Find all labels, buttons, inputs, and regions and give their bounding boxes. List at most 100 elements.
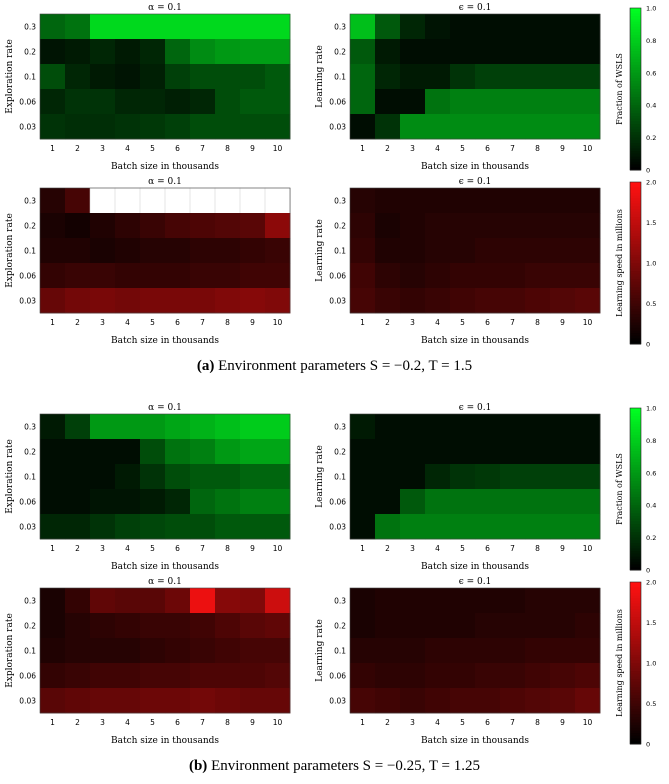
panel-a2-cell — [400, 89, 426, 115]
panel-b3-xtick: 5 — [150, 718, 155, 727]
panel-b3-cell — [140, 613, 166, 639]
colorbar-b2-segment — [630, 448, 641, 452]
panel-b4-cell — [350, 663, 376, 689]
panel-a2-cell — [550, 39, 576, 65]
colorbar-a2-segment — [630, 64, 641, 68]
panel-a4-cell — [575, 263, 601, 289]
colorbar-b2-segment — [630, 510, 641, 514]
panel-a3-xtick: 10 — [273, 318, 283, 327]
panel-a4-xtick: 2 — [385, 318, 390, 327]
colorbar-a2-segment — [630, 78, 641, 82]
colorbar-b4-tick: 0 — [646, 741, 650, 749]
colorbar-b2-segment — [630, 451, 641, 455]
colorbar-b4-segment — [630, 698, 641, 702]
panel-a4-cell — [400, 288, 426, 314]
colorbar-a2-segment — [630, 105, 641, 109]
panel-a1-cell — [115, 14, 141, 40]
panel-a4-ytick: 0.2 — [334, 222, 346, 231]
panel-b4-cell — [400, 588, 426, 614]
panel-b3-cell — [140, 638, 166, 664]
panel-b4-frame — [349, 587, 601, 714]
panel-b3-xtick: 2 — [75, 718, 80, 727]
colorbar-a4-segment — [630, 257, 641, 261]
panel-a4-cell — [525, 188, 551, 214]
colorbar-b2-segment — [630, 480, 641, 485]
panel-a3-cell — [240, 238, 266, 264]
panel-b3-cell — [65, 588, 91, 614]
panel-a1-frame — [39, 13, 291, 140]
panel-b4-xtick: 10 — [583, 718, 593, 727]
panel-b3-cell — [115, 688, 141, 714]
panel-a1-cell — [190, 114, 216, 140]
colorbar-b4-segment — [630, 733, 641, 737]
panel-a2-cell — [550, 14, 576, 40]
colorbar-a2-segment — [630, 164, 641, 168]
panel-b1-cell — [240, 464, 266, 490]
colorbar-b2-segment — [630, 553, 641, 557]
panel-a1-cell — [115, 89, 141, 115]
panel-a1-cell — [140, 14, 166, 40]
panel-a2-cell — [350, 39, 376, 65]
colorbar-a4-segment — [630, 238, 641, 242]
panel-a3-cell — [190, 238, 216, 264]
panel-a2-xtick: 3 — [410, 144, 415, 153]
colorbar-b4-segment — [630, 690, 641, 694]
panel-a4-xtick: 6 — [485, 318, 490, 327]
colorbar-a2-tick: 0.6 — [646, 69, 656, 77]
panel-b4-cell — [475, 588, 501, 614]
panel-a1-cell — [265, 39, 291, 65]
panel-b1-cell — [190, 439, 216, 465]
colorbar-a4-segment — [630, 260, 641, 264]
panel-b2-xtick: 10 — [583, 544, 593, 553]
panel-a4-cell — [575, 238, 601, 264]
panel-b3-cell — [90, 588, 116, 614]
colorbar-b4-segment — [630, 660, 641, 664]
panel-a4-cell — [500, 238, 526, 264]
panel-a3-cell — [90, 238, 116, 264]
colorbar-b4-segment — [630, 611, 641, 615]
panel-a3-xtick: 6 — [175, 318, 180, 327]
colorbar-b4-segment — [630, 700, 641, 704]
colorbar-a2-segment — [630, 121, 641, 125]
colorbar-b2-segment — [630, 418, 641, 422]
panel-a3-cell — [215, 288, 241, 314]
panel-b3-cell — [165, 663, 191, 689]
panel-b2-cell — [400, 514, 426, 540]
panel-b2-cell — [375, 439, 401, 465]
panel-b4-cell — [550, 688, 576, 714]
panel-a3-cell — [139, 187, 166, 214]
panel-b2-cell — [450, 489, 476, 515]
panel-a4-cell — [425, 238, 451, 264]
panel-b3-xtick: 7 — [200, 718, 205, 727]
colorbar-a4-frame — [629, 181, 642, 345]
colorbar-b2-tick: 0.8 — [646, 437, 656, 445]
colorbar-a2-segment — [630, 62, 641, 66]
colorbar-a4-segment — [630, 325, 641, 329]
panel-a2-cell — [450, 14, 476, 40]
panel-b3-xtick: 1 — [50, 718, 55, 727]
panel-b4-cell — [550, 588, 576, 614]
colorbar-b4-segment — [630, 625, 641, 629]
panel-b3-cell — [240, 688, 266, 714]
panel-b2-cell — [475, 514, 501, 540]
panel-b3-cell — [65, 663, 91, 689]
panel-b1-cell — [140, 514, 166, 540]
colorbar-a2-segment — [630, 75, 641, 79]
panel-b4-cell — [375, 613, 401, 639]
colorbar-a2-segment — [630, 148, 641, 152]
panel-a4-cell — [475, 288, 501, 314]
panel-b1-cell — [265, 489, 291, 515]
colorbar-b2-segment — [630, 537, 641, 541]
panel-b2-ytick: 0.2 — [334, 448, 346, 457]
panel-a1-xtick: 9 — [250, 144, 255, 153]
panel-b3-ytick: 0.2 — [24, 622, 36, 631]
colorbar-b2-segment — [630, 443, 641, 447]
colorbar-a4-segment — [630, 182, 641, 186]
panel-a2-xtick: 10 — [583, 144, 593, 153]
panel-b2-cell — [500, 489, 526, 515]
panel-b4-cell — [375, 688, 401, 714]
colorbar-b4-segment — [630, 652, 641, 656]
panel-a3-ytick: 0.06 — [19, 272, 36, 281]
colorbar-b4-segment — [630, 663, 641, 667]
